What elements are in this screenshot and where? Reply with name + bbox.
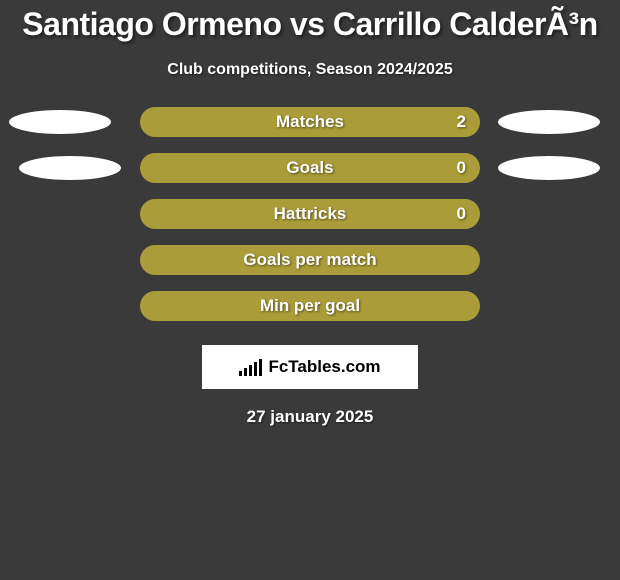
subtitle: Club competitions, Season 2024/2025 <box>167 61 452 79</box>
logo-text: FcTables.com <box>268 357 380 377</box>
stat-label: Goals per match <box>243 250 376 270</box>
logo-bar-segment <box>254 362 257 376</box>
player-left-ellipse <box>9 110 111 134</box>
stats-section: Matches 2 Goals 0 Hattricks 0 Goals per match M… <box>0 107 620 321</box>
logo-bar-segment <box>239 371 242 376</box>
stat-label: Min per goal <box>260 296 360 316</box>
logo-bar-segment <box>244 368 247 376</box>
date-label: 27 january 2025 <box>247 407 374 427</box>
stat-bar: Matches 2 <box>140 107 480 137</box>
stat-row: Goals 0 <box>0 153 620 183</box>
stat-row: Min per goal <box>0 291 620 321</box>
stat-bar: Min per goal <box>140 291 480 321</box>
branding-logo: FcTables.com <box>202 345 418 389</box>
stat-value: 0 <box>457 204 466 224</box>
logo-bar-segment <box>249 365 252 376</box>
player-right-ellipse <box>498 110 600 134</box>
logo-content: FcTables.com <box>239 357 380 377</box>
logo-bar-segment <box>259 359 262 376</box>
stat-value: 0 <box>457 158 466 178</box>
player-left-ellipse <box>19 156 121 180</box>
page-title: Santiago Ormeno vs Carrillo CalderÃ³n <box>22 6 597 43</box>
main-container: Santiago Ormeno vs Carrillo CalderÃ³n Cl… <box>0 0 620 427</box>
chart-icon <box>239 358 262 376</box>
stat-value: 2 <box>457 112 466 132</box>
stat-bar: Goals 0 <box>140 153 480 183</box>
stat-row: Hattricks 0 <box>0 199 620 229</box>
stat-label: Goals <box>286 158 333 178</box>
stat-row: Goals per match <box>0 245 620 275</box>
stat-bar: Goals per match <box>140 245 480 275</box>
stat-label: Hattricks <box>274 204 347 224</box>
player-right-ellipse <box>498 156 600 180</box>
stat-label: Matches <box>276 112 344 132</box>
stat-row: Matches 2 <box>0 107 620 137</box>
stat-bar: Hattricks 0 <box>140 199 480 229</box>
